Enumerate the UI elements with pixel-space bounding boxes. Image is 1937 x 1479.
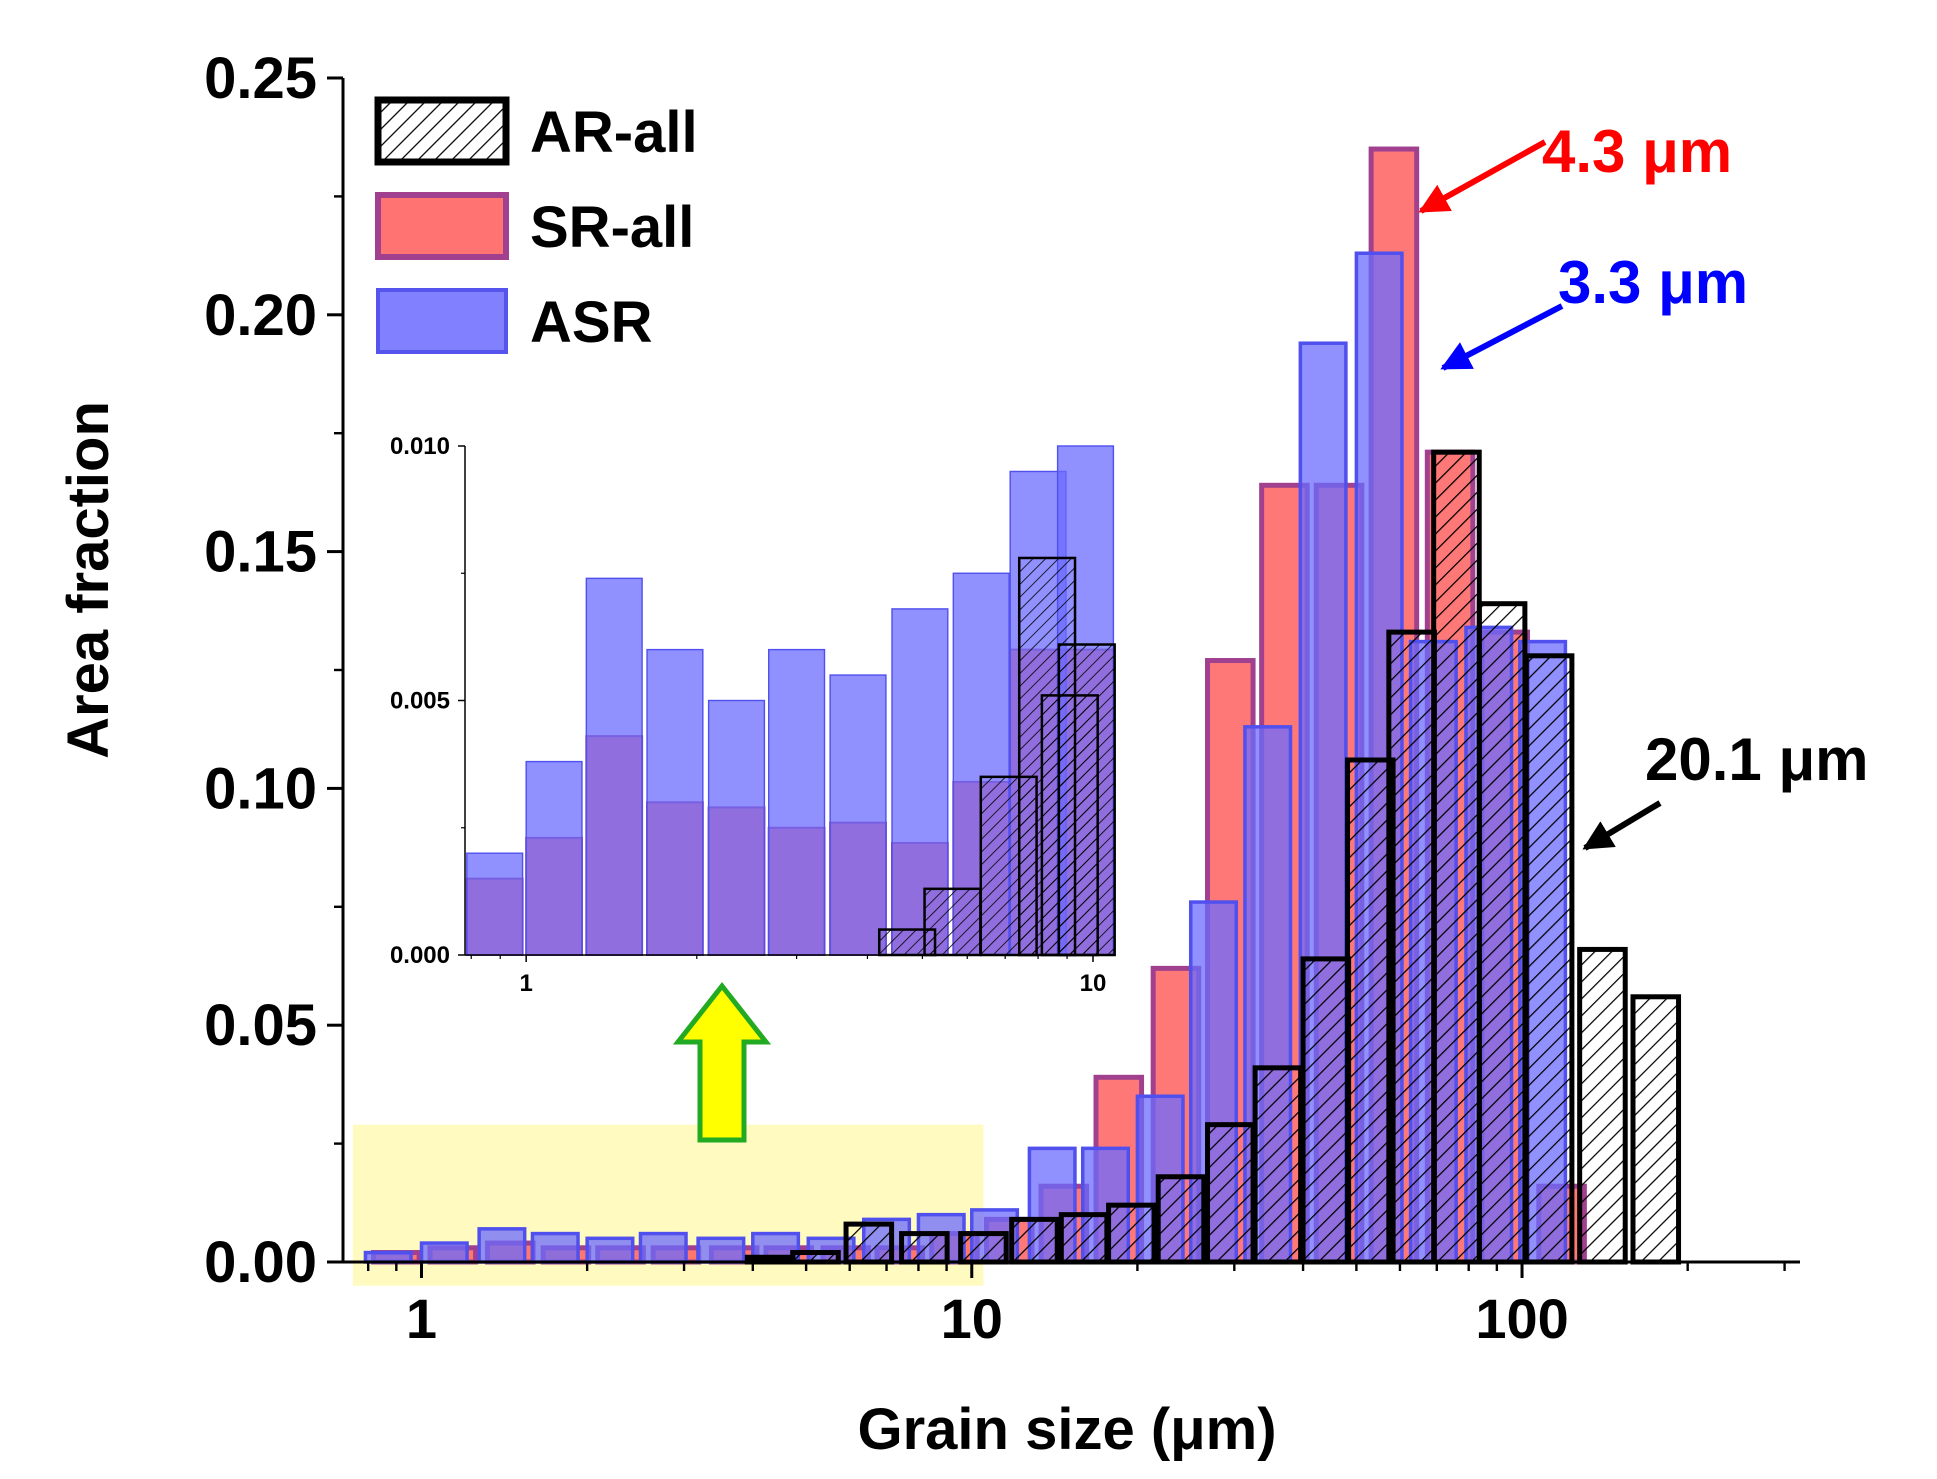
main-y-tick-label-0: 0.00	[204, 1230, 317, 1295]
legend-label-sr-all: SR-all	[530, 195, 694, 260]
main-bar-ar-all-13	[1386, 629, 1437, 1265]
inset-bar-asr-5	[768, 648, 826, 956]
main-bar-ar-all-9	[1205, 1122, 1256, 1265]
main-bar-asr-6	[696, 1236, 746, 1264]
legend-item-sr-all: SR-all	[375, 192, 694, 260]
main-y-tick-label-3: 0.15	[204, 520, 317, 585]
main-axes: 0.00 0.05 0.10 0.15 0.20 0.25 1 10 100	[204, 46, 1800, 1350]
main-x-tick-label-0: 1	[406, 1287, 437, 1350]
main-bar-ar-all-16	[1523, 653, 1575, 1265]
main-y-tick-label-5: 0.25	[204, 46, 317, 111]
legend: AR-all SR-all ASR	[374, 96, 698, 355]
annotation-arrow-3-3	[1440, 303, 1564, 371]
inset-y-tick-label-2: 0.010	[390, 433, 450, 460]
main-bar-ar-all-7	[1106, 1202, 1157, 1265]
main-y-tick-label-4: 0.20	[204, 283, 317, 348]
main-bar-ar-all-3	[899, 1231, 950, 1265]
inset-bar-ar-all-5	[1057, 643, 1116, 957]
annotation-arrow-20-1	[1582, 800, 1662, 851]
main-bar-ar-all-2	[843, 1221, 895, 1265]
inset-y-tick-label-0: 0.000	[390, 942, 450, 969]
main-bar-ar-all-17	[1577, 946, 1628, 1265]
y-axis-label: Area fraction	[56, 401, 121, 759]
inset-x-tick-label-1: 10	[1080, 970, 1107, 997]
legend-label-asr: ASR	[530, 290, 652, 355]
legend-item-ar-all: AR-all	[374, 96, 698, 166]
main-bar-ar-all-10	[1252, 1065, 1304, 1265]
main-bar-ar-all-14	[1431, 449, 1482, 1265]
main-bar-ar-all-5	[1009, 1216, 1060, 1265]
main-bar-asr-2	[477, 1227, 527, 1264]
legend-swatch-asr	[376, 288, 508, 354]
inset-bar-asr-4	[707, 699, 766, 956]
inset-bars	[465, 445, 1116, 957]
main-bar-asr-3	[530, 1231, 580, 1264]
inset-y-tick-label-1: 0.005	[390, 688, 450, 715]
annotation-arrow-4-3	[1418, 139, 1547, 214]
main-bar-ar-all-11	[1300, 956, 1352, 1265]
x-axis-label: Grain size (μm)	[857, 1397, 1276, 1462]
legend-item-asr: ASR	[376, 288, 652, 355]
main-bars	[363, 146, 1682, 1265]
inset-bar-asr-1	[525, 760, 583, 956]
annotation-3-3-um: 3.3 μm	[1558, 249, 1748, 316]
main-y-tick-label-1: 0.05	[204, 993, 317, 1058]
inset-bar-asr-0	[466, 852, 524, 956]
annotations: 4.3 μm 3.3 μm 20.1 μm	[1418, 118, 1869, 851]
zoom-up-arrow-icon	[672, 981, 772, 1143]
legend-swatch-sr-all	[375, 192, 509, 260]
main-bar-asr-4	[585, 1236, 635, 1264]
inset-bar-asr-2	[585, 577, 643, 956]
main-bar-asr-5	[638, 1231, 688, 1264]
inset-bar-asr-3	[646, 648, 704, 956]
annotation-4-3-um: 4.3 μm	[1542, 118, 1732, 185]
main-bar-ar-all-6	[1058, 1212, 1110, 1265]
main-y-tick-label-2: 0.10	[204, 756, 317, 821]
main-bar-ar-all-18	[1630, 994, 1682, 1265]
legend-swatch-ar-all	[374, 96, 510, 166]
main-x-tick-label-1: 10	[941, 1287, 1003, 1350]
inset-axes: 0.000 0.005 0.010 1 10	[390, 433, 1106, 997]
main-bar-ar-all-12	[1345, 757, 1396, 1265]
main-bar-ar-all-4	[958, 1231, 1009, 1265]
main-bar-ar-all-8	[1155, 1174, 1207, 1265]
annotation-20-1-um: 20.1 μm	[1645, 726, 1869, 793]
inset-bar-ar-all-1	[923, 887, 982, 957]
main-bar-ar-all-15	[1476, 601, 1528, 1265]
legend-label-ar-all: AR-all	[530, 100, 698, 165]
main-bar-asr-1	[419, 1241, 469, 1264]
inset-bar-asr-6	[829, 674, 887, 956]
main-x-tick-label-2: 100	[1475, 1287, 1568, 1350]
inset-x-tick-label-0: 1	[519, 970, 532, 997]
inset-plot: 0.000 0.005 0.010 1 10	[390, 433, 1116, 997]
